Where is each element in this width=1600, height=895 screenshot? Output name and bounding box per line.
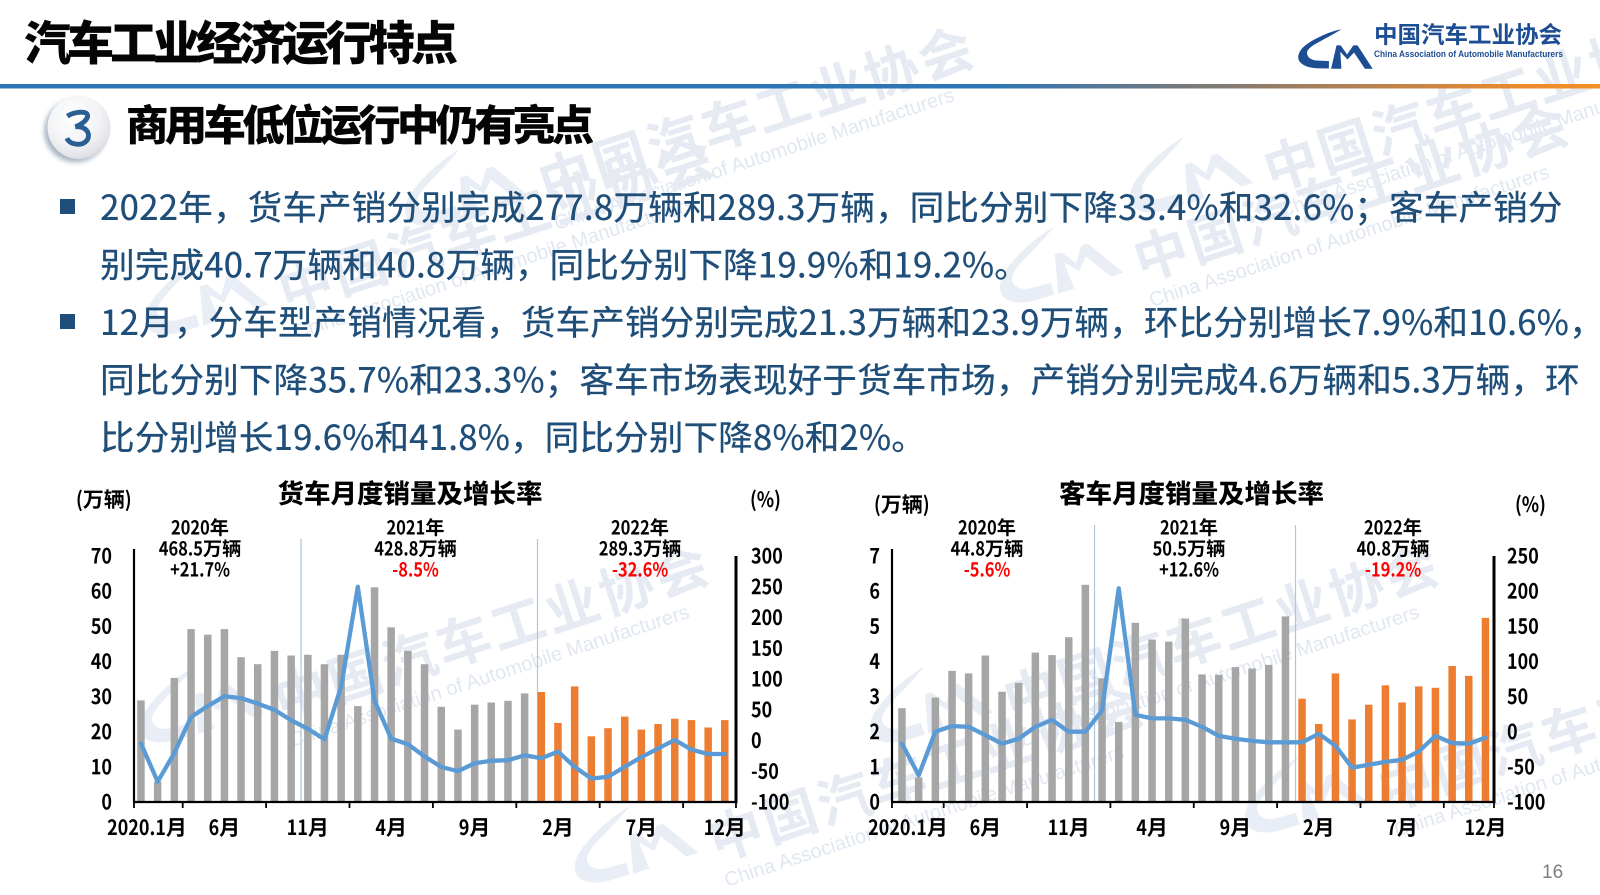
svg-text:16: 16 <box>1542 862 1563 883</box>
svg-text:China Association of Automobil: China Association of Automobile Manufact… <box>1374 49 1563 60</box>
